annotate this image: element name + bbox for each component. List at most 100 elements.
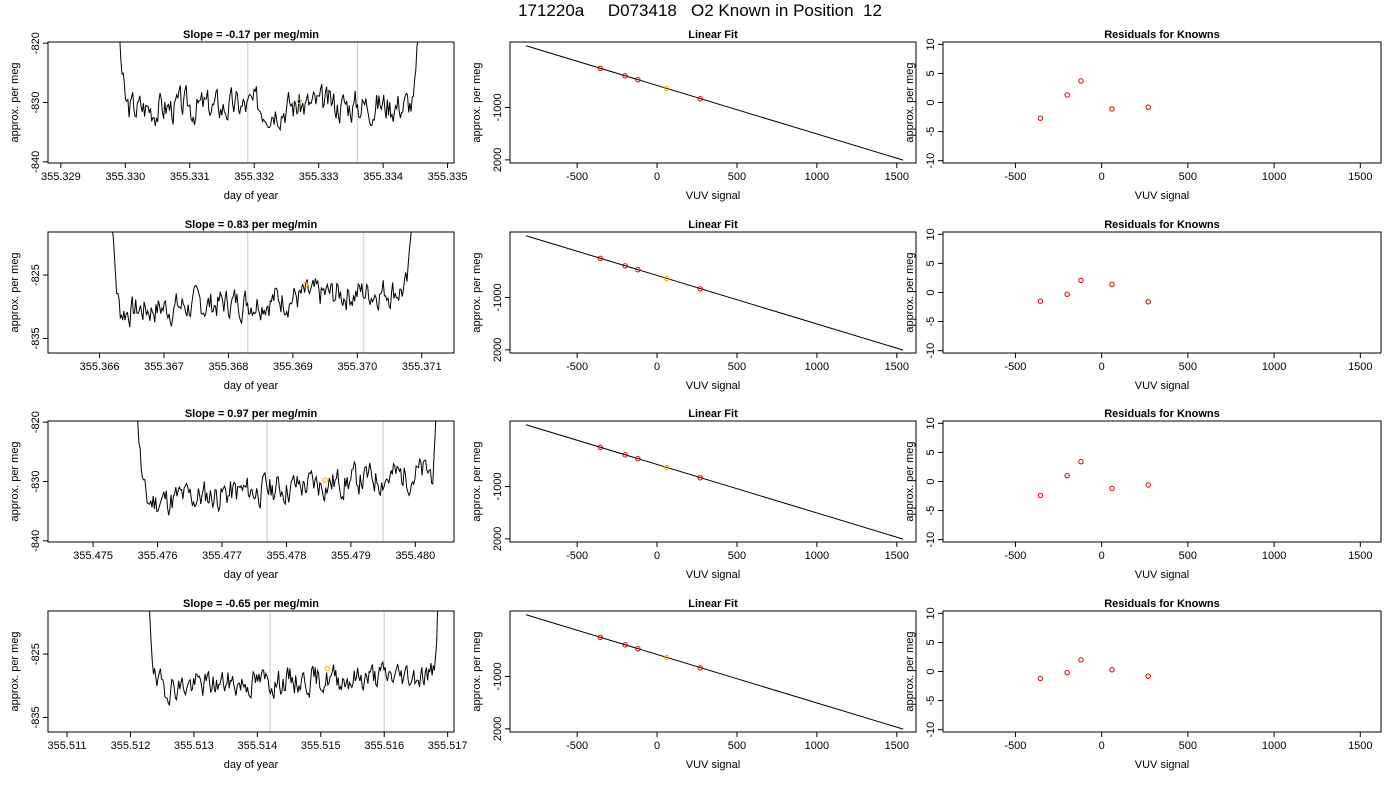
chart-4-1-ylabel: approx. per meg [9, 631, 21, 711]
chart-1-3-title: Residuals for Knowns [1104, 29, 1220, 41]
chart-3-3-ytick-label-2: 0 [925, 478, 937, 484]
chart-1-2-xtick-label-3: 1000 [805, 171, 829, 183]
chart-4-3-xtick-label-2: 500 [1179, 740, 1197, 752]
chart-4-1-xlabel: day of year [224, 759, 279, 771]
chart-1-3-point-2 [1079, 79, 1083, 83]
chart-2-3-point-1 [1065, 292, 1069, 296]
chart-4-1-xtick-label-6: 355.517 [428, 740, 468, 752]
chart-3-1-xtick-label-1: 355.476 [138, 550, 178, 562]
chart-4-1-xtick-label-3: 355.514 [237, 740, 277, 752]
chart-2-3-point-2 [1079, 278, 1083, 282]
chart-1-3: Residuals for Knowns-500 0 500 1000 15001050… [904, 29, 1381, 202]
chart-3-3-point-0 [1038, 493, 1042, 497]
chart-3-2-ytick-label-0: -1000 [492, 472, 504, 500]
chart-1-1-ytick-label-1: -830 [30, 91, 42, 113]
chart-2-3-xtick-label-4: 1500 [1348, 361, 1372, 373]
chart-1-3-xtick-label-4: 1500 [1348, 171, 1372, 183]
chart-3-1-xtick-label-0: 355.475 [73, 550, 113, 562]
chart-2-2-xtick-label-2: 500 [728, 361, 746, 373]
chart-3-3-xtick-label-1: 0 [1099, 550, 1105, 562]
chart-1-1-xtick-label-4: 355.333 [299, 171, 339, 183]
chart-4-3: Residuals for Knowns -500 0 500 1000 1500 10 5 0… [904, 598, 1381, 771]
chart-1-1-ytick-label-0: -820 [30, 32, 42, 54]
chart-1-1-xtick-label-0: 355.329 [41, 171, 81, 183]
chart-3-3-point-4 [1146, 483, 1150, 487]
chart-2-1-xlabel: day of year [224, 380, 279, 392]
chart-2-2-xtick-label-3: 1000 [805, 361, 829, 373]
chart-2-3-point-4 [1146, 300, 1150, 304]
chart-1-3-frame [943, 42, 1381, 163]
chart-2-2-fit-line [526, 236, 903, 350]
chart-3-3-xtick-label-0: -500 [1004, 550, 1026, 562]
chart-3-2-ytick-label-1: 2000 [492, 527, 504, 551]
chart-4-3-title: Residuals for Knowns [1104, 598, 1220, 610]
chart-1-1-xtick-label-3: 355.332 [234, 171, 274, 183]
chart-4-1-xtick-label-4: 355.515 [301, 740, 341, 752]
chart-4-1-xtick-label-5: 355.516 [364, 740, 404, 752]
chart-4-2-xtick-label-3: 1000 [805, 740, 829, 752]
chart-1-3-point-0 [1038, 116, 1042, 120]
chart-1-3-ytick-label-1: 5 [925, 70, 937, 76]
chart-3-3-ytick-label-0: 10 [925, 417, 937, 429]
chart-2-3: Residuals for Knowns-500 0 500 1000 15001050… [904, 219, 1381, 392]
chart-4-2-xlabel: VUV signal [686, 759, 740, 771]
chart-2-2-ytick-label-1: 2000 [492, 338, 504, 362]
chart-3-3-frame [943, 421, 1381, 542]
chart-1-1-xtick-label-2: 355.331 [170, 171, 210, 183]
chart-2-3-ylabel: approx. per meg [904, 252, 916, 332]
chart-4-3-point-4 [1146, 674, 1150, 678]
chart-3-1-ytick-label-1: -830 [30, 470, 42, 492]
chart-3-1-xtick-label-4: 355.479 [331, 550, 371, 562]
chart-2-2-xtick-label-1: 0 [654, 361, 660, 373]
chart-3-3-xtick-label-2: 500 [1179, 550, 1197, 562]
chart-3-3-point-3 [1110, 486, 1114, 490]
chart-4-1-xtick-label-1: 355.512 [111, 740, 151, 752]
chart-1-2-xtick-label-0: -500 [566, 171, 588, 183]
chart-4-2-ytick-label-0: -1000 [492, 662, 504, 690]
chart-1-3-xtick-label-2: 500 [1179, 171, 1197, 183]
plot-grid: Slope = -0.17 per meg/min355.329 355.330 3… [0, 0, 1400, 800]
chart-1-1-xtick-label-6: 355.335 [428, 171, 468, 183]
chart-2-2-xlabel: VUV signal [686, 380, 740, 392]
chart-4-2-title: Linear Fit [688, 598, 738, 610]
chart-4-2-ytick-label-1: 2000 [492, 717, 504, 741]
chart-4-1-xtick-label-0: 355.511 [48, 740, 87, 752]
chart-1-2-fit-line [526, 46, 903, 160]
chart-3-3-xlabel: VUV signal [1135, 569, 1189, 581]
chart-3-3-title: Residuals for Knowns [1104, 408, 1220, 420]
chart-2-2-ylabel: approx. per meg [471, 252, 483, 332]
chart-4-1-marker [325, 666, 329, 670]
chart-1-2-ytick-label-0: -1000 [492, 93, 504, 121]
chart-3-1-ytick-label-2: -840 [30, 530, 42, 552]
chart-1-3-point-1 [1065, 93, 1069, 97]
chart-4-3-ytick-label-3: -5 [925, 696, 937, 706]
chart-4-2-fit-line [526, 615, 903, 729]
chart-1-2-xtick-label-4: 1500 [885, 171, 909, 183]
chart-4-1-frame [48, 611, 454, 732]
chart-4-1-ytick-label-0: -825 [30, 643, 42, 665]
chart-3-1-title: Slope = 0.97 per meg/min [185, 408, 318, 420]
chart-4-1: Slope = -0.65 per meg/min 355.511 355.512 3… [9, 432, 468, 771]
chart-2-3-ytick-label-3: -5 [925, 317, 937, 327]
chart-2-2: Linear Fit -500 0 500 1000 1500 -1000 2000 VUV s… [471, 219, 916, 392]
chart-4-1-ytick-label-1: -835 [30, 706, 42, 728]
chart-3-2-title: Linear Fit [688, 408, 738, 420]
chart-2-3-ytick-label-0: 10 [925, 228, 937, 240]
chart-4-2-xtick-label-1: 0 [654, 740, 660, 752]
chart-3-1-xtick-label-3: 355.478 [267, 550, 307, 562]
chart-2-2-xtick-label-0: -500 [566, 361, 588, 373]
chart-2-3-xtick-label-0: -500 [1004, 361, 1026, 373]
chart-2-2-ytick-label-0: -1000 [492, 283, 504, 311]
chart-1-1-title: Slope = -0.17 per meg/min [183, 29, 319, 41]
chart-1-2-ytick-label-1: 2000 [492, 148, 504, 172]
chart-2-3-ytick-label-2: 0 [925, 289, 937, 295]
chart-1-3-xtick-label-3: 1000 [1262, 171, 1286, 183]
chart-4-1-title: Slope = -0.65 per meg/min [183, 598, 319, 610]
chart-2-3-frame [943, 232, 1381, 353]
chart-3-2-fit-line [526, 425, 903, 539]
chart-3-1-xtick-label-5: 355.480 [395, 550, 435, 562]
chart-4-3-xtick-label-4: 1500 [1348, 740, 1372, 752]
chart-1-3-xlabel: VUV signal [1135, 190, 1189, 202]
chart-1-3-point-3 [1110, 107, 1114, 111]
chart-2-3-xtick-label-1: 0 [1099, 361, 1105, 373]
